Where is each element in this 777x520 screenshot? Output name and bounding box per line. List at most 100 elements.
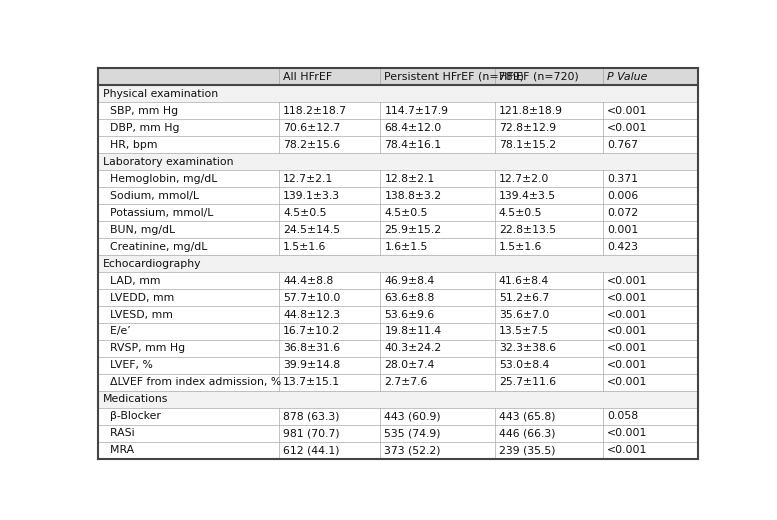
Text: DBP, mm Hg: DBP, mm Hg <box>103 123 179 133</box>
Bar <box>99 442 698 459</box>
Text: P Value: P Value <box>607 72 647 82</box>
Text: 1.5±1.6: 1.5±1.6 <box>283 242 326 252</box>
Bar <box>99 323 698 340</box>
Text: 78.2±15.6: 78.2±15.6 <box>283 140 340 150</box>
Text: Echocardiography: Echocardiography <box>103 258 201 269</box>
Text: 68.4±12.0: 68.4±12.0 <box>385 123 441 133</box>
Text: 40.3±24.2: 40.3±24.2 <box>385 344 441 354</box>
Text: 70.6±12.7: 70.6±12.7 <box>283 123 340 133</box>
Bar <box>99 238 698 255</box>
Text: Hemoglobin, mg/dL: Hemoglobin, mg/dL <box>103 174 217 184</box>
Text: <0.001: <0.001 <box>607 123 647 133</box>
Text: LVEDD, mm: LVEDD, mm <box>103 293 174 303</box>
Text: 121.8±18.9: 121.8±18.9 <box>499 106 563 116</box>
Text: LVEF, %: LVEF, % <box>103 360 152 370</box>
Text: ΔLVEF from index admission, %: ΔLVEF from index admission, % <box>103 378 280 387</box>
Text: <0.001: <0.001 <box>607 344 647 354</box>
Text: Sodium, mmol/L: Sodium, mmol/L <box>103 191 199 201</box>
Text: 443 (60.9): 443 (60.9) <box>385 411 441 421</box>
Text: LAD, mm: LAD, mm <box>103 276 160 285</box>
Bar <box>99 340 698 357</box>
Bar <box>99 85 698 102</box>
Text: 46.9±8.4: 46.9±8.4 <box>385 276 434 285</box>
Text: 16.7±10.2: 16.7±10.2 <box>283 327 340 336</box>
Text: 0.058: 0.058 <box>607 411 638 421</box>
Bar <box>99 153 698 170</box>
Text: 12.7±2.1: 12.7±2.1 <box>283 174 333 184</box>
Text: 612 (44.1): 612 (44.1) <box>283 445 340 456</box>
Text: 19.8±11.4: 19.8±11.4 <box>385 327 441 336</box>
Text: 57.7±10.0: 57.7±10.0 <box>283 293 340 303</box>
Text: 72.8±12.9: 72.8±12.9 <box>499 123 556 133</box>
Text: β-Blocker: β-Blocker <box>103 411 160 421</box>
Text: Laboratory examination: Laboratory examination <box>103 157 233 167</box>
Text: 878 (63.3): 878 (63.3) <box>283 411 340 421</box>
Bar <box>99 408 698 425</box>
Text: 41.6±8.4: 41.6±8.4 <box>499 276 549 285</box>
Text: 13.5±7.5: 13.5±7.5 <box>499 327 549 336</box>
Bar <box>99 170 698 187</box>
Text: <0.001: <0.001 <box>607 378 647 387</box>
Text: All HFrEF: All HFrEF <box>283 72 333 82</box>
Text: 12.8±2.1: 12.8±2.1 <box>385 174 434 184</box>
Text: 0.767: 0.767 <box>607 140 638 150</box>
Text: <0.001: <0.001 <box>607 428 647 438</box>
Text: 36.8±31.6: 36.8±31.6 <box>283 344 340 354</box>
Text: 118.2±18.7: 118.2±18.7 <box>283 106 347 116</box>
Text: <0.001: <0.001 <box>607 360 647 370</box>
Text: 981 (70.7): 981 (70.7) <box>283 428 340 438</box>
Text: 114.7±17.9: 114.7±17.9 <box>385 106 448 116</box>
Text: 53.0±8.4: 53.0±8.4 <box>499 360 549 370</box>
Text: 78.1±15.2: 78.1±15.2 <box>499 140 556 150</box>
Bar <box>99 255 698 272</box>
Bar <box>99 119 698 136</box>
Text: E/e’: E/e’ <box>103 327 131 336</box>
Text: Physical examination: Physical examination <box>103 89 218 99</box>
Text: RASi: RASi <box>103 428 134 438</box>
Text: 239 (35.5): 239 (35.5) <box>499 445 556 456</box>
Text: 446 (66.3): 446 (66.3) <box>499 428 556 438</box>
Text: 0.072: 0.072 <box>607 207 638 218</box>
Text: 138.8±3.2: 138.8±3.2 <box>385 191 441 201</box>
Text: HFiEF (n=720): HFiEF (n=720) <box>499 72 579 82</box>
Text: HR, bpm: HR, bpm <box>103 140 157 150</box>
Text: 139.4±3.5: 139.4±3.5 <box>499 191 556 201</box>
Text: <0.001: <0.001 <box>607 276 647 285</box>
Text: 63.6±8.8: 63.6±8.8 <box>385 293 434 303</box>
Text: 0.423: 0.423 <box>607 242 638 252</box>
Text: 1.6±1.5: 1.6±1.5 <box>385 242 427 252</box>
Bar <box>99 69 698 85</box>
Text: 12.7±2.0: 12.7±2.0 <box>499 174 549 184</box>
Text: 39.9±14.8: 39.9±14.8 <box>283 360 340 370</box>
Text: 4.5±0.5: 4.5±0.5 <box>499 207 542 218</box>
Bar <box>99 357 698 374</box>
Text: 4.5±0.5: 4.5±0.5 <box>283 207 326 218</box>
Bar <box>99 136 698 153</box>
Text: RVSP, mm Hg: RVSP, mm Hg <box>103 344 185 354</box>
Text: 28.0±7.4: 28.0±7.4 <box>385 360 435 370</box>
Text: 25.7±11.6: 25.7±11.6 <box>499 378 556 387</box>
Text: 53.6±9.6: 53.6±9.6 <box>385 309 434 319</box>
Text: <0.001: <0.001 <box>607 309 647 319</box>
Text: Potassium, mmol/L: Potassium, mmol/L <box>103 207 213 218</box>
Text: 139.1±3.3: 139.1±3.3 <box>283 191 340 201</box>
Bar <box>99 187 698 204</box>
Text: Persistent HFrEF (n=789): Persistent HFrEF (n=789) <box>385 72 524 82</box>
Text: 1.5±1.6: 1.5±1.6 <box>499 242 542 252</box>
Text: 0.371: 0.371 <box>607 174 638 184</box>
Bar <box>99 391 698 408</box>
Bar <box>99 374 698 391</box>
Text: 0.006: 0.006 <box>607 191 639 201</box>
Text: <0.001: <0.001 <box>607 293 647 303</box>
Bar <box>99 306 698 323</box>
Text: Medications: Medications <box>103 394 168 405</box>
Text: 44.8±12.3: 44.8±12.3 <box>283 309 340 319</box>
Text: 0.001: 0.001 <box>607 225 639 235</box>
Text: 24.5±14.5: 24.5±14.5 <box>283 225 340 235</box>
Text: 78.4±16.1: 78.4±16.1 <box>385 140 441 150</box>
Text: Creatinine, mg/dL: Creatinine, mg/dL <box>103 242 207 252</box>
Text: 2.7±7.6: 2.7±7.6 <box>385 378 427 387</box>
Text: 51.2±6.7: 51.2±6.7 <box>499 293 549 303</box>
Text: 44.4±8.8: 44.4±8.8 <box>283 276 333 285</box>
Text: 13.7±15.1: 13.7±15.1 <box>283 378 340 387</box>
